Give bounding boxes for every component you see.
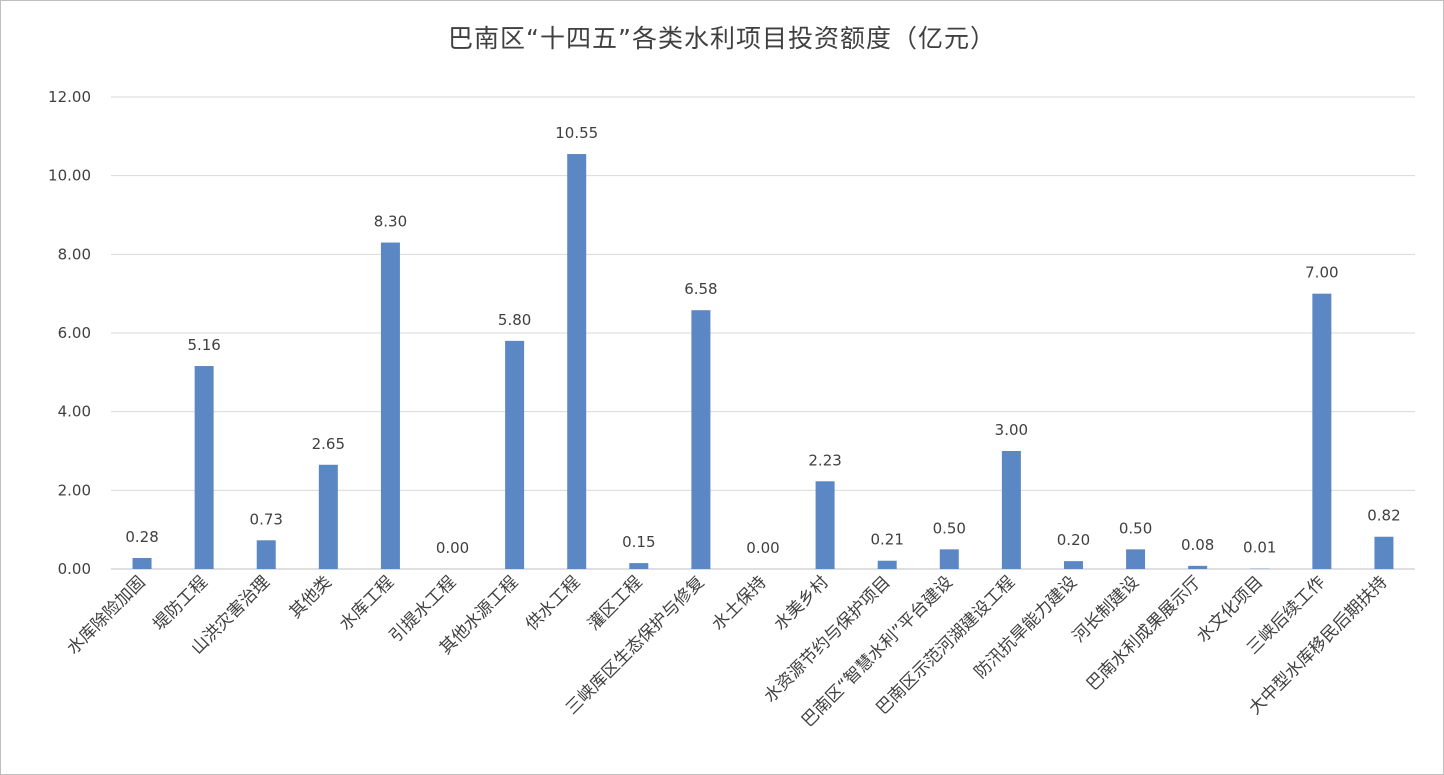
bar — [194, 366, 214, 569]
y-tick-label: 10.00 — [48, 167, 91, 185]
data-label: 2.23 — [808, 451, 841, 469]
bar — [1312, 293, 1332, 569]
x-tick-label: 水库工程 — [336, 572, 398, 634]
bar — [1126, 549, 1146, 569]
x-tick-label: 水土保持 — [708, 572, 770, 634]
data-label: 6.58 — [684, 280, 717, 298]
data-label: 0.50 — [933, 519, 966, 537]
bar — [567, 154, 587, 570]
bar — [1063, 561, 1083, 569]
bar — [132, 557, 152, 569]
data-label: 0.21 — [870, 531, 903, 549]
data-label: 0.00 — [746, 539, 779, 557]
data-label: 0.73 — [250, 510, 283, 528]
bar — [1001, 451, 1021, 569]
data-label: 0.01 — [1243, 539, 1276, 557]
bar — [380, 242, 400, 570]
bar — [505, 340, 525, 569]
y-tick-label: 4.00 — [58, 403, 91, 421]
data-label: 0.15 — [622, 533, 655, 551]
bar — [939, 549, 959, 569]
bar — [1188, 565, 1208, 569]
y-tick-label: 2.00 — [58, 481, 91, 499]
x-tick-label: 供水工程 — [522, 572, 584, 634]
y-tick-label: 8.00 — [58, 245, 91, 263]
data-label: 0.00 — [436, 539, 469, 557]
x-tick-label: 水库除险加固 — [63, 572, 149, 658]
chart-title: 巴南区“十四五”各类水利项目投资额度（亿元） — [448, 24, 996, 53]
data-label: 0.20 — [1057, 531, 1090, 549]
bar — [1374, 536, 1394, 569]
x-tick-label: 巴南水利成果展示厅 — [1083, 572, 1205, 694]
bar — [815, 481, 835, 569]
bar — [629, 563, 649, 569]
data-label: 10.55 — [555, 124, 598, 142]
data-label: 0.50 — [1119, 519, 1152, 537]
bar — [691, 310, 711, 569]
bar — [877, 560, 897, 569]
data-label: 0.82 — [1367, 507, 1400, 525]
x-tick-label: 水美乡村 — [770, 572, 832, 634]
data-label: 8.30 — [374, 213, 407, 231]
data-label: 0.08 — [1181, 536, 1214, 554]
data-label: 0.28 — [125, 528, 158, 546]
y-tick-label: 6.00 — [58, 324, 91, 342]
bar — [318, 464, 338, 569]
x-tick-label: 灌区工程 — [584, 572, 646, 634]
data-label: 5.80 — [498, 311, 531, 329]
y-tick-label: 0.00 — [58, 560, 91, 578]
x-tick-label: 堤防工程 — [149, 572, 211, 634]
y-tick-label: 12.00 — [48, 88, 91, 106]
data-label: 5.16 — [187, 336, 220, 354]
data-label: 3.00 — [995, 421, 1028, 439]
x-tick-label: 其他类 — [286, 572, 336, 622]
data-label: 7.00 — [1305, 264, 1338, 282]
data-label: 2.65 — [312, 435, 345, 453]
bar — [256, 540, 276, 569]
